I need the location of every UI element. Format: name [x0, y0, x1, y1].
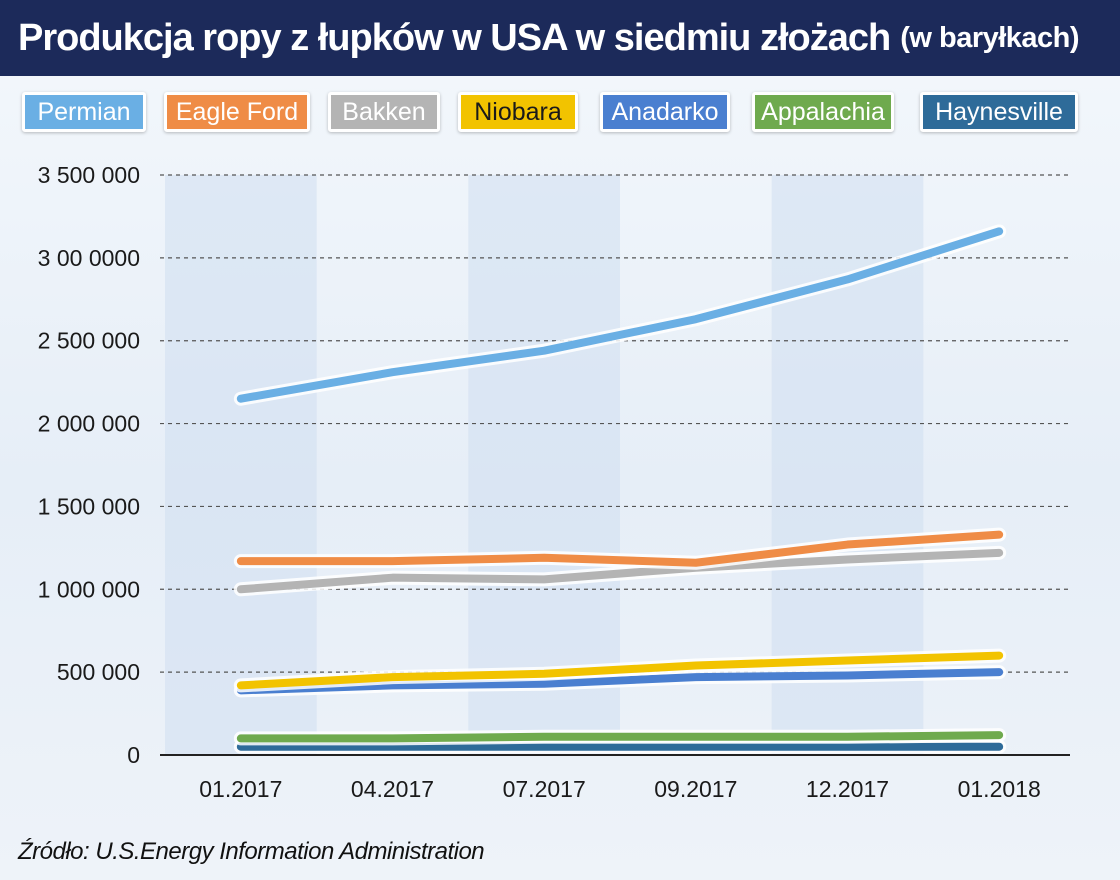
series-line-permian: [236, 227, 1004, 403]
legend-item-haynesville: Haynesville: [920, 92, 1078, 132]
y-axis-ticks: 0 500 000 1 000 000 1 500 000 2 000 000 2 500…: [38, 162, 140, 768]
chart-title: Produkcja ropy z łupków w USA w siedmiu …: [18, 16, 891, 59]
series-line-anadarko: [236, 668, 1004, 695]
x-tick-label: 07.2017: [503, 776, 586, 802]
y-tick-label: 1 500 000: [38, 493, 140, 519]
legend-item-bakken: Bakken: [328, 92, 440, 132]
x-tick-label: 12.2017: [806, 776, 889, 802]
source-note: Źródło: U.S.Energy Information Administr…: [18, 838, 485, 865]
legend-label: Eagle Ford: [175, 97, 299, 126]
y-tick-label: 2 000 000: [38, 411, 140, 437]
x-axis-ticks: 01.2017 04.2017 07.2017 09.2017 12.2017 01.20…: [199, 776, 1040, 802]
series-line-eagle-ford: [236, 530, 1004, 567]
y-tick-label: 0: [127, 742, 140, 768]
legend-item-permian: Permian: [22, 92, 146, 132]
legend-item-eagle-ford: Eagle Ford: [164, 92, 310, 132]
legend-label: Haynesville: [935, 97, 1063, 126]
chart-subtitle: (w baryłkach): [900, 21, 1080, 54]
category-band: [165, 175, 317, 755]
line-chart: 0 500 000 1 000 000 1 500 000 2 000 000 2 500…: [38, 162, 1070, 802]
y-tick-label: 1 000 000: [38, 576, 140, 602]
legend-item-niobara: Niobara: [458, 92, 578, 132]
y-tick-label: 3 500 000: [38, 162, 140, 188]
x-tick-label: 01.2017: [199, 776, 282, 802]
y-tick-label: 500 000: [57, 659, 140, 685]
legend: Permian Eagle Ford Bakken Niobara Anadar…: [22, 92, 1102, 136]
y-tick-label: 3 00 0000: [38, 245, 140, 271]
series-line-niobara: [236, 651, 1004, 690]
x-tick-label: 01.2018: [958, 776, 1041, 802]
legend-item-appalachia: Appalachia: [752, 92, 894, 132]
category-bands: [165, 175, 924, 755]
legend-label: Bakken: [342, 97, 426, 126]
legend-label: Niobara: [474, 97, 562, 126]
series-line-appalachia: [236, 731, 1004, 743]
series-lines: [233, 224, 1007, 754]
legend-label: Appalachia: [761, 97, 885, 126]
header-bar: Produkcja ropy z łupków w USA w siedmiu …: [0, 0, 1120, 76]
series-line-bakken: [236, 548, 1004, 594]
y-tick-label: 2 500 000: [38, 328, 140, 354]
legend-label: Anadarko: [611, 97, 719, 126]
category-band: [468, 175, 620, 755]
x-tick-label: 09.2017: [654, 776, 737, 802]
legend-item-anadarko: Anadarko: [600, 92, 730, 132]
legend-label: Permian: [37, 97, 131, 126]
x-tick-label: 04.2017: [351, 776, 434, 802]
gridlines: [160, 174, 1070, 756]
